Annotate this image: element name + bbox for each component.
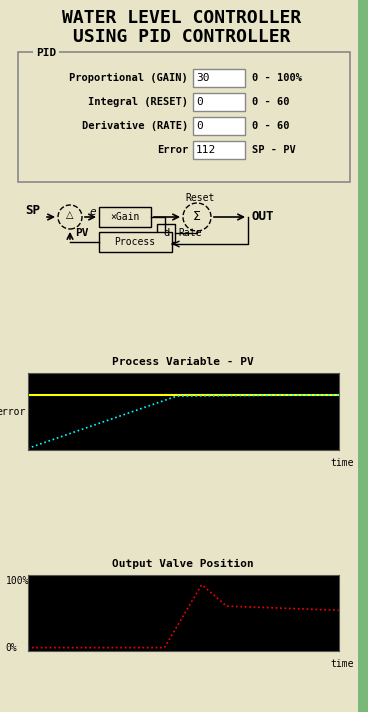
Text: 0 - 100%: 0 - 100% <box>252 73 302 83</box>
Text: ×Gain: ×Gain <box>110 212 140 222</box>
Text: 100%: 100% <box>6 576 29 586</box>
Text: Rate: Rate <box>178 228 202 238</box>
Text: Proportional (GAIN): Proportional (GAIN) <box>69 73 188 83</box>
Text: e: e <box>89 207 96 217</box>
Text: 0: 0 <box>196 121 203 131</box>
Text: 0 - 60: 0 - 60 <box>252 121 290 131</box>
Text: SP: SP <box>25 204 40 216</box>
Text: 112: 112 <box>196 145 216 155</box>
Text: OUT: OUT <box>252 211 275 224</box>
Text: WATER LEVEL CONTROLLER: WATER LEVEL CONTROLLER <box>62 9 302 27</box>
Text: SP - PV: SP - PV <box>252 145 296 155</box>
Text: Derivative (RATE): Derivative (RATE) <box>82 121 188 131</box>
Text: Process: Process <box>114 237 156 247</box>
FancyBboxPatch shape <box>193 93 245 111</box>
FancyBboxPatch shape <box>193 117 245 135</box>
Text: USING PID CONTROLLER: USING PID CONTROLLER <box>73 28 291 46</box>
Text: △: △ <box>66 210 74 220</box>
Text: d: d <box>163 228 169 238</box>
Text: Σ: Σ <box>193 211 201 224</box>
Text: Error: Error <box>157 145 188 155</box>
FancyBboxPatch shape <box>157 224 175 242</box>
Text: time: time <box>330 458 354 468</box>
FancyBboxPatch shape <box>193 141 245 159</box>
Text: error: error <box>0 407 26 417</box>
Text: 0 - 60: 0 - 60 <box>252 97 290 107</box>
Text: Reset: Reset <box>185 193 215 203</box>
Text: Output Valve Position: Output Valve Position <box>112 559 254 569</box>
FancyBboxPatch shape <box>193 69 245 87</box>
FancyBboxPatch shape <box>18 52 350 182</box>
Text: PID: PID <box>36 48 56 58</box>
Text: 0%: 0% <box>6 643 17 653</box>
FancyBboxPatch shape <box>99 207 151 227</box>
Text: 30: 30 <box>196 73 209 83</box>
Text: PV: PV <box>75 228 89 238</box>
Text: Integral (RESET): Integral (RESET) <box>88 97 188 107</box>
Text: 0: 0 <box>196 97 203 107</box>
FancyBboxPatch shape <box>99 232 172 252</box>
FancyBboxPatch shape <box>358 0 368 712</box>
Text: Process Variable - PV: Process Variable - PV <box>112 357 254 367</box>
Text: time: time <box>330 659 354 669</box>
